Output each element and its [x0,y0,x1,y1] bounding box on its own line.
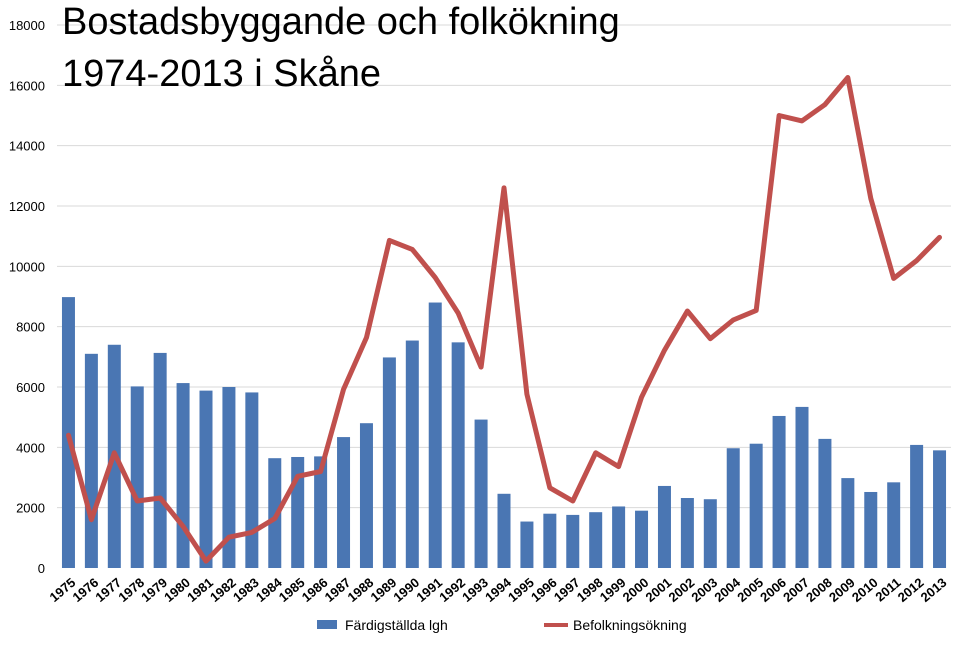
bar-2009 [841,478,855,568]
bar-2005 [749,443,763,568]
chart-title-line-2: 1974-2013 i Skåne [62,53,381,95]
bar-1997 [566,514,580,568]
bar-2008 [818,438,832,568]
bar-1987 [337,437,351,568]
bar-1975 [61,297,75,568]
y-tick-label: 8000 [16,320,45,335]
x-axis-ticks: 1975197619771978197919801981198219831984… [47,574,950,605]
bar-2000 [635,510,649,568]
bar-1993 [474,419,488,568]
bar-2010 [864,491,878,568]
bar-2001 [657,485,671,568]
bar-1978 [130,386,144,568]
bar-1994 [497,493,511,568]
legend-label-bars: Färdigställda lgh [345,617,448,633]
bar-series [61,297,947,568]
bar-1998 [589,512,603,568]
bar-2012 [910,444,924,568]
bar-1992 [451,342,465,568]
bar-1979 [153,352,167,568]
bar-1988 [359,423,373,568]
bar-1982 [222,387,236,568]
bar-1980 [176,383,190,568]
bar-1990 [405,340,419,568]
bar-1983 [245,392,259,568]
y-tick-label: 6000 [16,380,45,395]
gridlines [57,24,951,509]
bar-2006 [772,415,786,568]
bar-2003 [703,499,717,568]
y-tick-label: 4000 [16,440,45,455]
legend-swatch-bars [317,620,337,629]
bar-1981 [199,390,213,568]
y-tick-label: 12000 [9,199,45,214]
y-tick-label: 18000 [9,18,45,33]
y-axis-ticks: 0 2000 4000 6000 8000 10000 12000 14000 16000 180… [9,18,45,576]
y-tick-label: 0 [38,561,45,576]
x-tick-label: 2013 [918,575,950,605]
bar-2007 [795,406,809,568]
bar-1995 [520,521,534,568]
line-befolkningsokning [66,75,942,564]
bar-1996 [543,513,557,568]
chart-title-line-1: Bostadsbyggande och folkökning [62,1,620,43]
bar-2011 [887,482,901,568]
y-tick-label: 2000 [16,501,45,516]
bar-2002 [680,498,694,568]
bar-1991 [428,302,442,568]
bar-2013 [933,450,947,568]
bar-1999 [612,506,626,568]
y-tick-label: 16000 [9,78,45,93]
y-tick-label: 14000 [9,139,45,154]
y-tick-label: 10000 [9,259,45,274]
legend-label-line: Befolkningsökning [573,617,687,633]
legend: Färdigställda lgh Befolkningsökning [317,617,687,633]
bar-1976 [84,353,98,568]
bar-1986 [314,456,328,568]
line-series [66,75,942,564]
bar-1984 [268,458,282,568]
bar-1989 [382,357,396,568]
bar-2004 [726,448,740,568]
